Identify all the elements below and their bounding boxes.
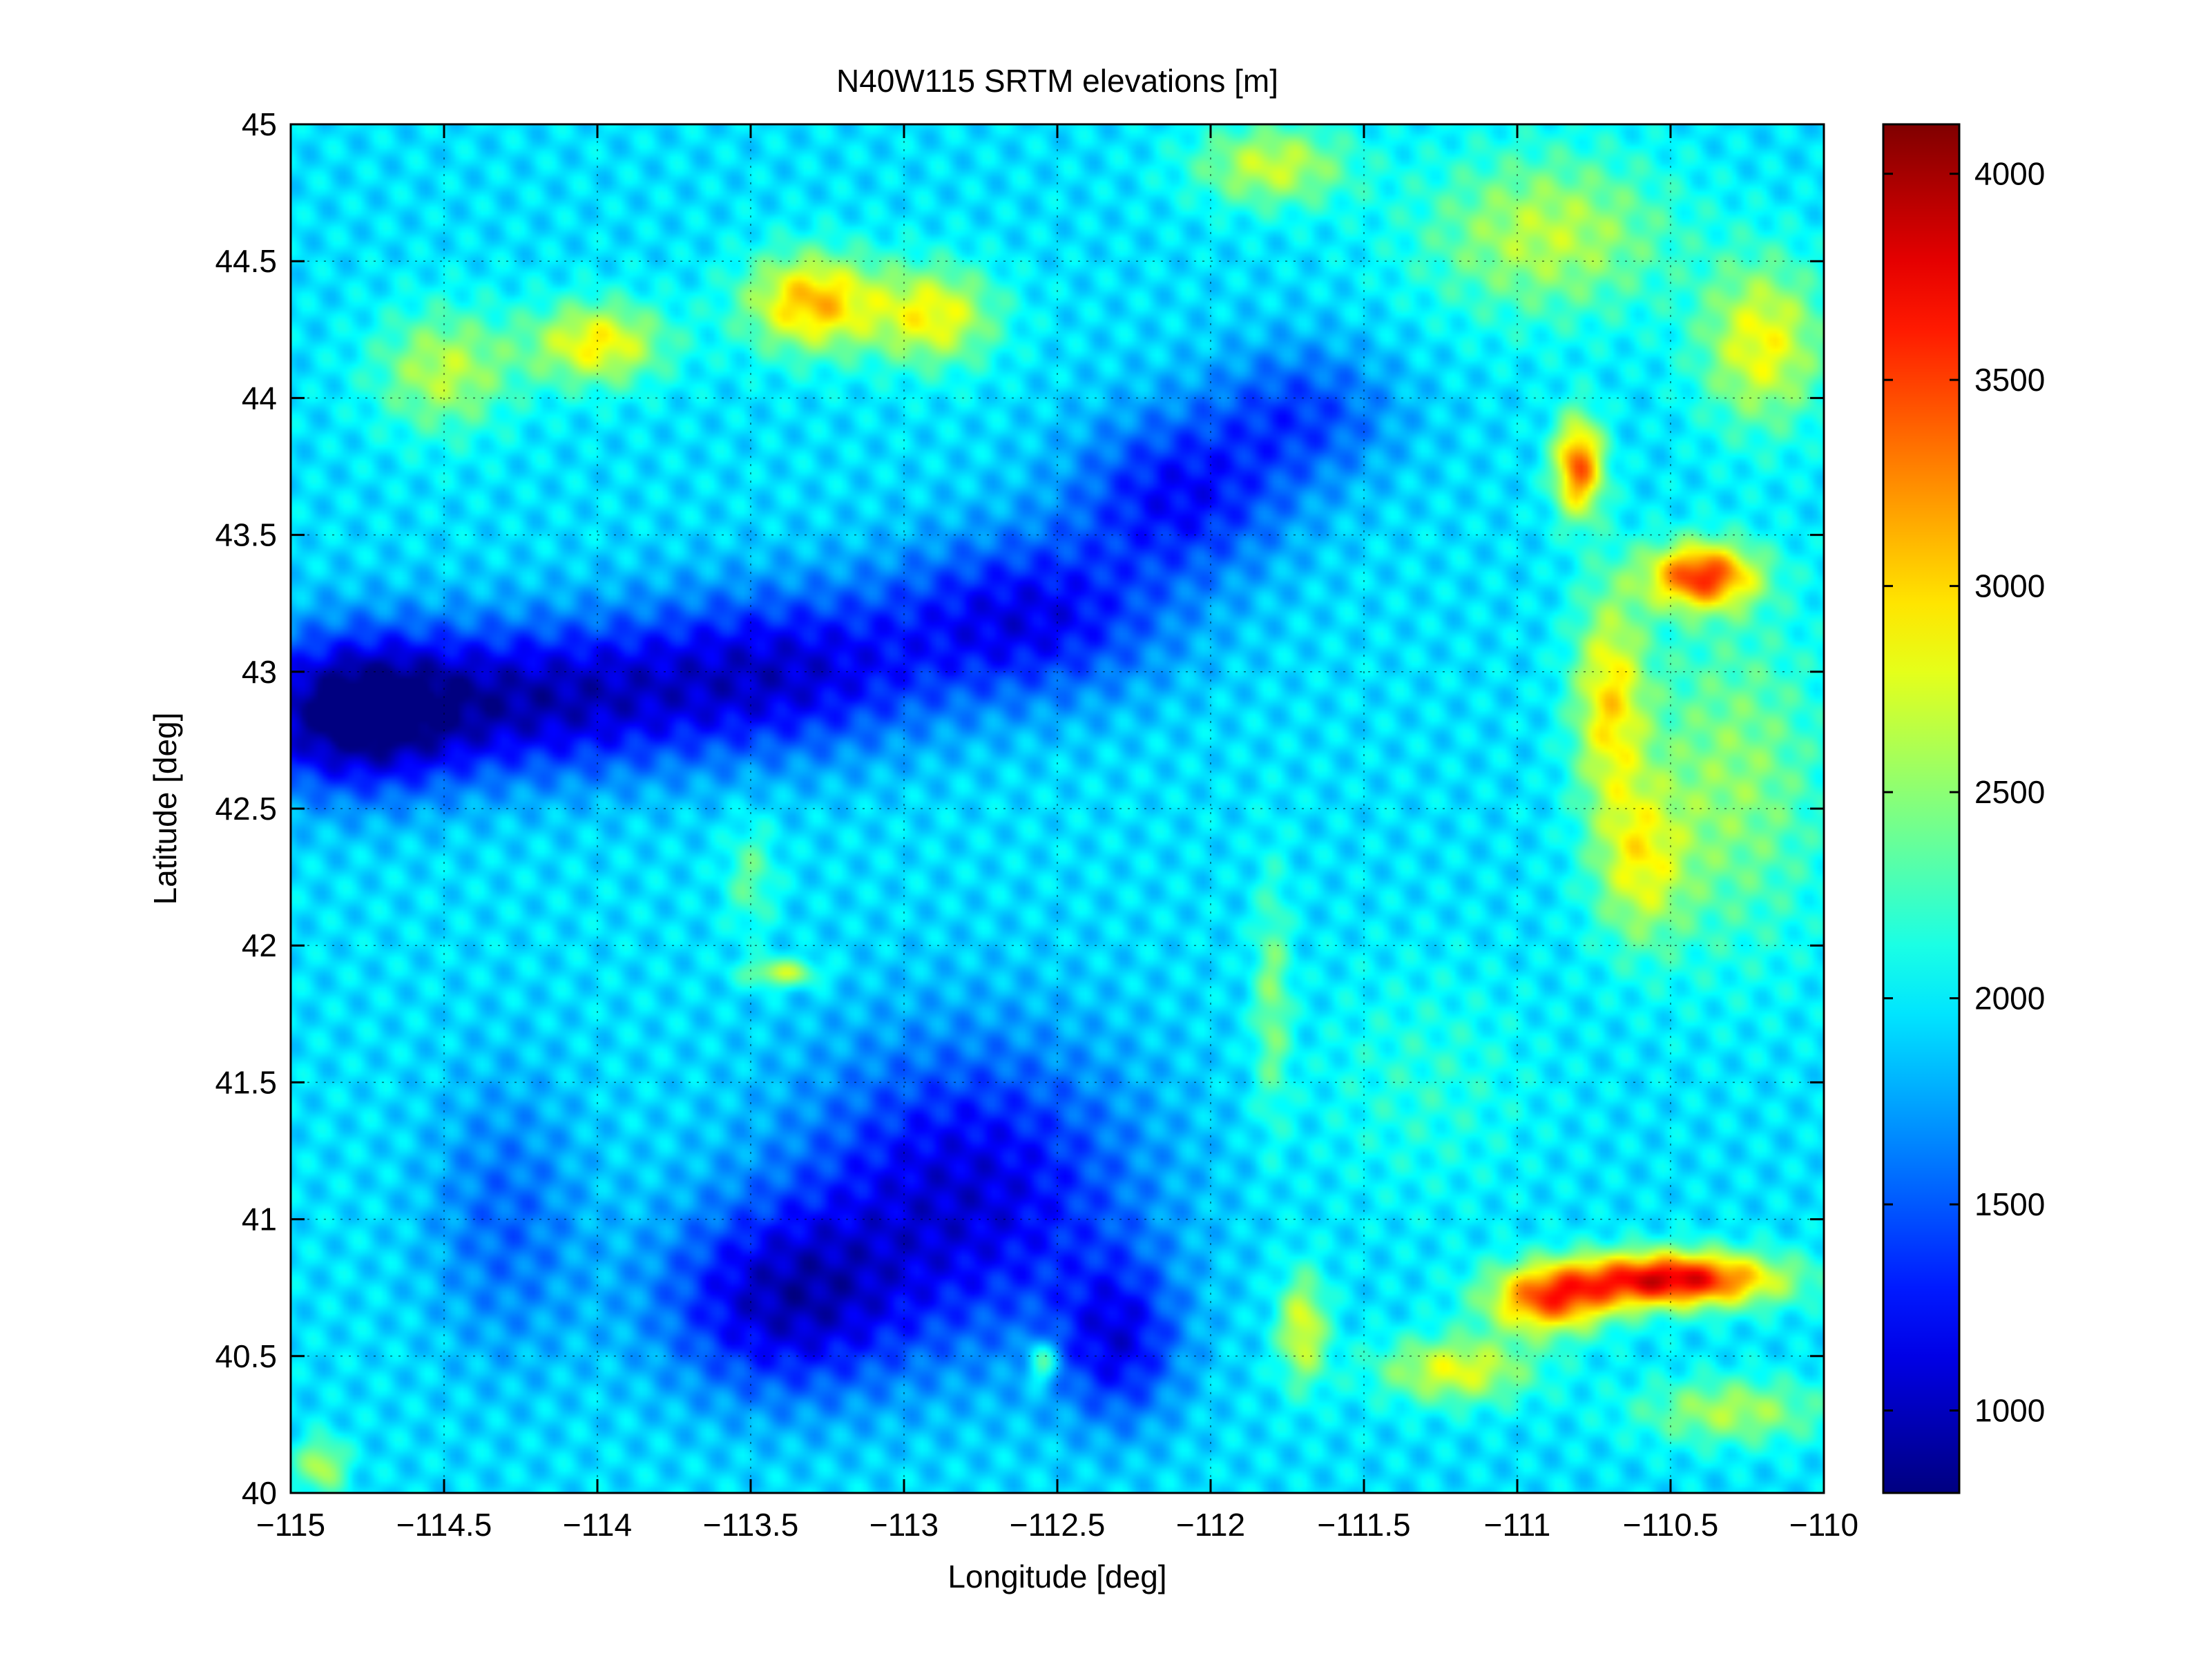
- x-tick-label: −110.5: [1623, 1507, 1719, 1543]
- plot-area: −115 −114.5 −114 −113.5 −113 −112.5 −112 −111.5…: [215, 106, 1858, 1543]
- x-tick-label: −112.5: [1010, 1507, 1106, 1543]
- x-tick-label: −113: [869, 1507, 939, 1543]
- colorbar: 1000 1500 2000 2500 3000 3500 4000: [1882, 123, 2045, 1494]
- y-tick-label: 40.5: [215, 1338, 277, 1374]
- y-tick-label: 41.5: [215, 1064, 277, 1100]
- colorbar-tick-label: 2500: [1974, 774, 2045, 810]
- x-tick-label: −111.5: [1317, 1507, 1410, 1543]
- x-tick-label: −114.5: [396, 1507, 492, 1543]
- chart-title: N40W115 SRTM elevations [m]: [836, 63, 1278, 99]
- colorbar-tick-label: 2000: [1974, 981, 2045, 1016]
- x-tick-label: −111: [1484, 1507, 1551, 1543]
- x-tick-label: −110: [1789, 1507, 1858, 1543]
- y-tick-label: 41: [242, 1202, 277, 1237]
- y-tick-label: 40: [242, 1475, 277, 1511]
- colorbar-tick-label: 1000: [1974, 1393, 2045, 1429]
- y-tick-label: 43.5: [215, 517, 277, 553]
- x-axis-ticks: −115 −114.5 −114 −113.5 −113 −112.5 −112 −111.5…: [256, 124, 1858, 1543]
- grid-lines: [291, 124, 1824, 1493]
- colorbar-gradient: [1883, 124, 1959, 1493]
- colorbar-tick-label: 1500: [1974, 1186, 2045, 1222]
- y-tick-label: 42: [242, 927, 277, 963]
- y-axis-label: Latitude [deg]: [147, 713, 183, 905]
- y-tick-label: 44.5: [215, 243, 277, 279]
- colorbar-frame: [1882, 123, 1961, 1494]
- y-tick-label: 44: [242, 380, 277, 416]
- y-tick-label: 43: [242, 654, 277, 690]
- x-axis-label: Longitude [deg]: [948, 1559, 1166, 1594]
- x-tick-label: −115: [256, 1507, 325, 1543]
- x-tick-label: −113.5: [703, 1507, 799, 1543]
- colorbar-tick-label: 4000: [1974, 156, 2045, 192]
- colorbar-ticks: 1000 1500 2000 2500 3000 3500 4000: [1883, 156, 2045, 1429]
- colorbar-tick-label: 3500: [1974, 362, 2045, 398]
- x-tick-label: −112: [1176, 1507, 1245, 1543]
- y-tick-label: 42.5: [215, 791, 277, 827]
- x-tick-label: −114: [563, 1507, 632, 1543]
- y-axis-ticks: 40 40.5 41 41.5 42 42.5 43 43.5 44 44.5 45: [215, 106, 1824, 1511]
- colorbar-tick-label: 3000: [1974, 568, 2045, 604]
- y-tick-label: 45: [242, 106, 277, 142]
